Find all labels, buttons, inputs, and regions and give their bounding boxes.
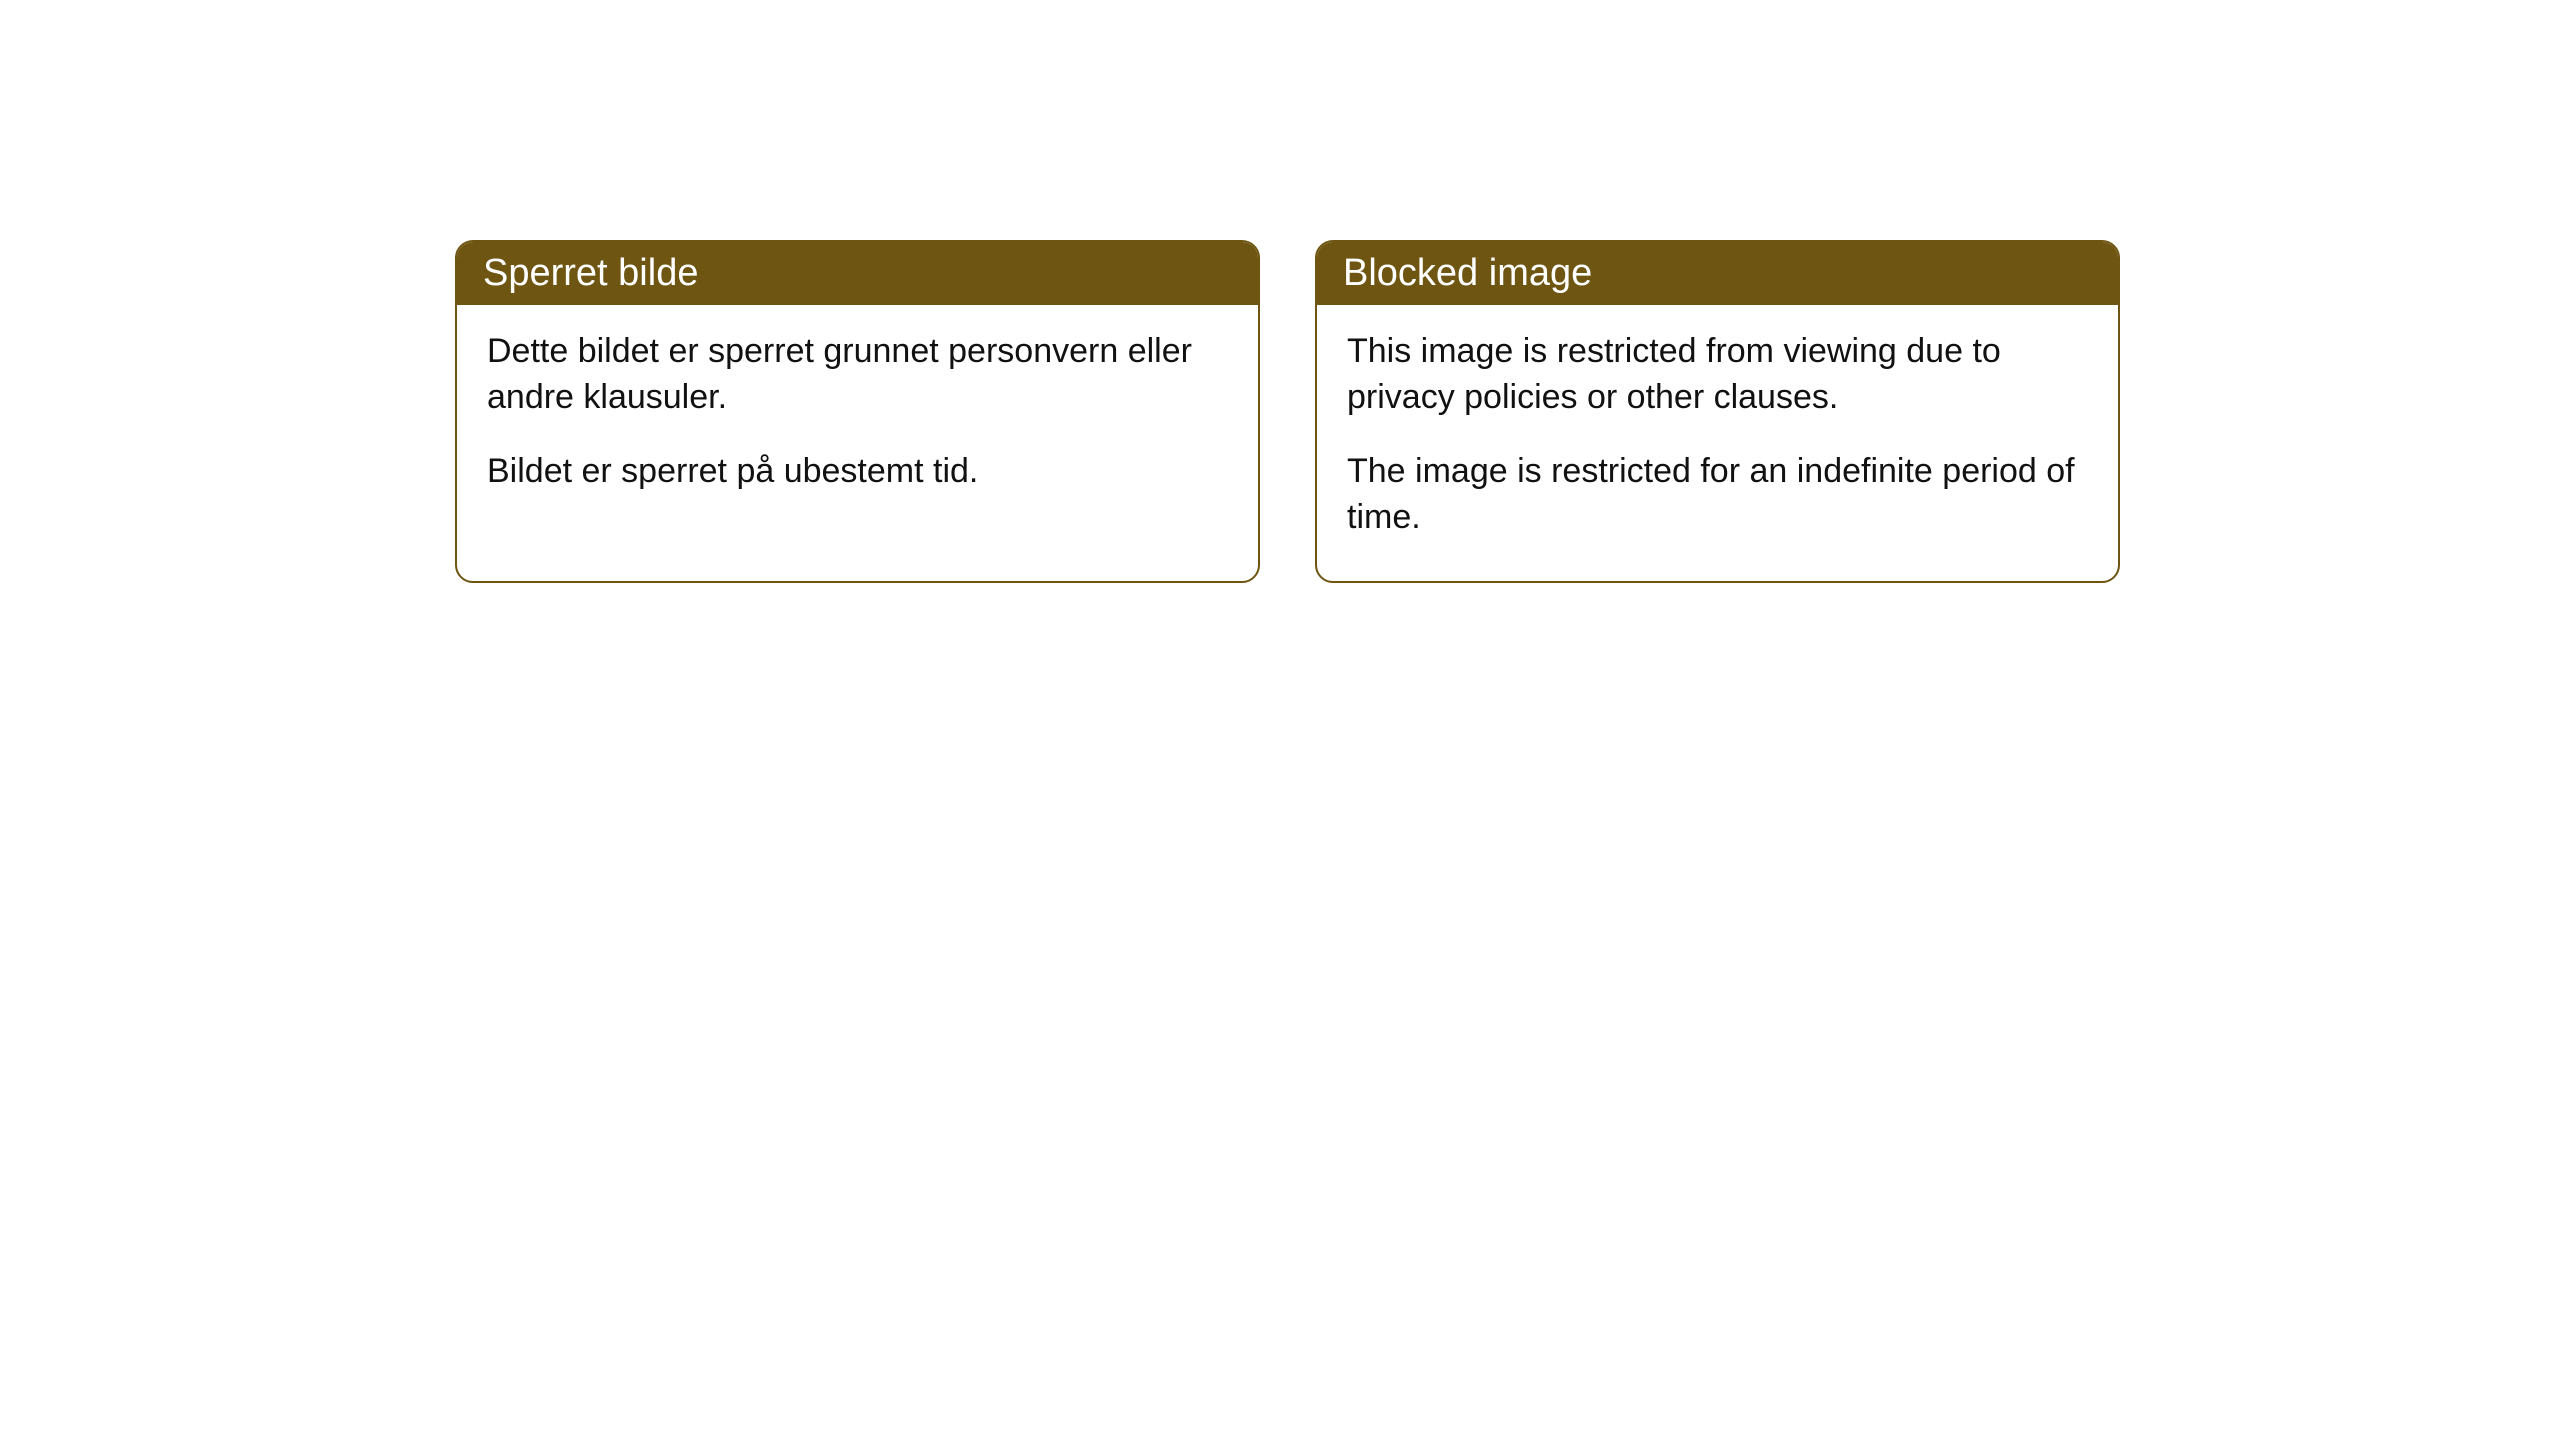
card-header-english: Blocked image	[1317, 242, 2118, 305]
card-header-norwegian: Sperret bilde	[457, 242, 1258, 305]
card-paragraph: Bildet er sperret på ubestemt tid.	[487, 449, 1228, 495]
card-body-english: This image is restricted from viewing du…	[1317, 305, 2118, 581]
card-paragraph: This image is restricted from viewing du…	[1347, 329, 2088, 421]
card-paragraph: Dette bildet er sperret grunnet personve…	[487, 329, 1228, 421]
card-body-norwegian: Dette bildet er sperret grunnet personve…	[457, 305, 1258, 535]
card-english: Blocked image This image is restricted f…	[1315, 240, 2120, 583]
card-paragraph: The image is restricted for an indefinit…	[1347, 449, 2088, 541]
card-norwegian: Sperret bilde Dette bildet er sperret gr…	[455, 240, 1260, 583]
cards-container: Sperret bilde Dette bildet er sperret gr…	[455, 240, 2120, 583]
